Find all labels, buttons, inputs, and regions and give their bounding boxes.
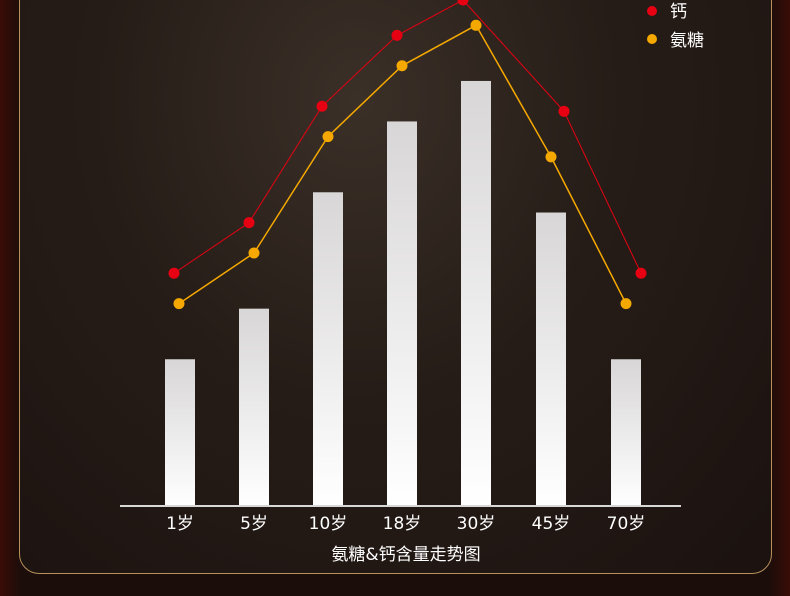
x-tick-label: 10岁 bbox=[309, 514, 348, 534]
point-glucosamine-5岁 bbox=[248, 247, 260, 259]
point-glucosamine-1岁 bbox=[173, 298, 185, 310]
bar-5岁 bbox=[239, 308, 269, 506]
point-calcium-18岁 bbox=[391, 29, 403, 41]
legend: 钙 氨糖 bbox=[647, 2, 704, 51]
point-calcium-1岁 bbox=[168, 267, 180, 279]
legend-marker-glucosamine bbox=[647, 34, 657, 44]
point-calcium-5岁 bbox=[243, 217, 255, 229]
legend-label-calcium: 钙 bbox=[670, 2, 687, 22]
x-tick-label: 70岁 bbox=[607, 514, 646, 534]
point-glucosamine-70岁 bbox=[620, 298, 632, 310]
point-glucosamine-10岁 bbox=[322, 131, 334, 143]
bar-45岁 bbox=[536, 212, 566, 506]
point-glucosamine-30岁 bbox=[470, 19, 482, 31]
bar-30岁 bbox=[461, 80, 491, 507]
x-tick-label: 1岁 bbox=[166, 514, 194, 534]
point-calcium-10岁 bbox=[316, 100, 328, 112]
x-tick-label: 18岁 bbox=[383, 514, 422, 534]
x-tick-label: 5岁 bbox=[240, 514, 268, 534]
bar-10岁 bbox=[313, 192, 343, 506]
point-glucosamine-45岁 bbox=[545, 151, 557, 163]
point-calcium-70岁 bbox=[635, 267, 647, 279]
chart-title: 氨糖&钙含量走势图 bbox=[331, 545, 480, 565]
point-calcium-45岁 bbox=[558, 105, 570, 117]
legend-label-glucosamine: 氨糖 bbox=[670, 31, 704, 51]
bar-18岁 bbox=[387, 121, 417, 506]
x-tick-label: 30岁 bbox=[457, 514, 496, 534]
point-glucosamine-18岁 bbox=[396, 60, 408, 72]
bar-70岁 bbox=[611, 359, 641, 506]
point-calcium-30岁 bbox=[457, 0, 469, 6]
x-tick-label: 45岁 bbox=[532, 514, 571, 534]
legend-marker-calcium bbox=[647, 6, 657, 16]
bar-1岁 bbox=[165, 359, 195, 506]
